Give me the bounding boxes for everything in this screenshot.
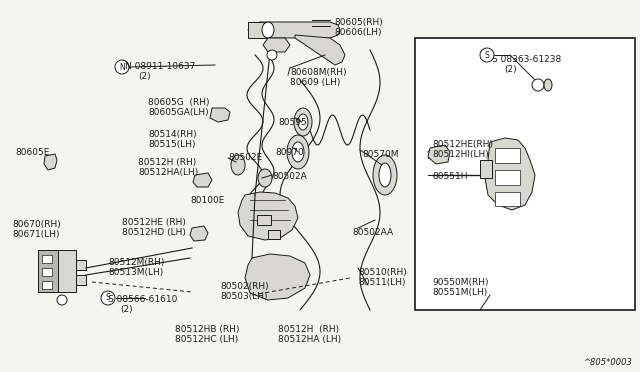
Bar	[42, 268, 52, 276]
Circle shape	[267, 50, 277, 60]
Ellipse shape	[231, 155, 245, 175]
Circle shape	[57, 295, 67, 305]
Text: 80512M(RH): 80512M(RH)	[108, 258, 164, 267]
Text: 80511(LH): 80511(LH)	[358, 278, 406, 287]
Text: 80551M(LH): 80551M(LH)	[432, 288, 487, 297]
Ellipse shape	[287, 135, 309, 169]
Text: 80512HB (RH): 80512HB (RH)	[175, 325, 239, 334]
Text: S 08566-61610: S 08566-61610	[108, 295, 177, 304]
Bar	[495, 148, 520, 163]
Text: 80502A: 80502A	[272, 172, 307, 181]
Bar	[38, 250, 58, 292]
Circle shape	[101, 291, 115, 305]
Ellipse shape	[298, 114, 308, 130]
Text: (2): (2)	[504, 65, 516, 74]
Text: 80512HD (LH): 80512HD (LH)	[122, 228, 186, 237]
Text: 80606(LH): 80606(LH)	[334, 28, 381, 37]
Ellipse shape	[258, 169, 272, 187]
Text: N: N	[119, 62, 125, 71]
Ellipse shape	[262, 22, 274, 38]
Polygon shape	[245, 254, 310, 300]
Text: 80513M(LH): 80513M(LH)	[108, 268, 163, 277]
Text: 80503(LH): 80503(LH)	[220, 292, 268, 301]
Text: 80605(RH): 80605(RH)	[334, 18, 383, 27]
Text: 80502(RH): 80502(RH)	[220, 282, 269, 291]
Text: N 08911-10637: N 08911-10637	[125, 62, 195, 71]
Polygon shape	[248, 22, 340, 38]
Text: 80512HE (RH): 80512HE (RH)	[122, 218, 186, 227]
Text: S: S	[484, 51, 490, 60]
Bar	[42, 255, 52, 263]
Text: 80510(RH): 80510(RH)	[358, 268, 407, 277]
Polygon shape	[210, 108, 230, 122]
Text: 80512HI(LH): 80512HI(LH)	[432, 150, 489, 159]
Text: 80100E: 80100E	[190, 196, 225, 205]
Polygon shape	[263, 38, 290, 52]
Circle shape	[115, 60, 129, 74]
Text: S: S	[106, 294, 110, 302]
Ellipse shape	[294, 108, 312, 136]
Polygon shape	[44, 154, 57, 170]
Polygon shape	[428, 145, 450, 164]
Circle shape	[480, 48, 494, 62]
Polygon shape	[193, 173, 212, 187]
Text: 80670(RH): 80670(RH)	[12, 220, 61, 229]
Text: 80512HA(LH): 80512HA(LH)	[138, 168, 198, 177]
Text: 80605G  (RH): 80605G (RH)	[148, 98, 209, 107]
Bar	[76, 275, 86, 285]
Text: 80515(LH): 80515(LH)	[148, 140, 195, 149]
Circle shape	[532, 79, 544, 91]
Bar	[480, 160, 492, 178]
Text: 80502AA: 80502AA	[352, 228, 393, 237]
Text: 80605E: 80605E	[15, 148, 49, 157]
Text: 80570M: 80570M	[362, 150, 399, 159]
Bar	[42, 281, 52, 289]
Polygon shape	[485, 138, 535, 210]
Text: (2): (2)	[138, 72, 150, 81]
Text: 80970: 80970	[275, 148, 304, 157]
Text: 80551H: 80551H	[432, 172, 467, 181]
Text: 80512HE(RH): 80512HE(RH)	[432, 140, 493, 149]
Text: 80671(LH): 80671(LH)	[12, 230, 60, 239]
Text: (2): (2)	[120, 305, 132, 314]
Bar	[257, 215, 271, 225]
Polygon shape	[238, 192, 298, 240]
Ellipse shape	[373, 155, 397, 195]
Text: 90550M(RH): 90550M(RH)	[432, 278, 488, 287]
Text: 80608M(RH): 80608M(RH)	[290, 68, 346, 77]
Text: 80512H (RH): 80512H (RH)	[138, 158, 196, 167]
Bar	[415, 38, 635, 310]
Polygon shape	[190, 226, 208, 241]
Bar	[76, 260, 86, 270]
Text: 80512HC (LH): 80512HC (LH)	[175, 335, 238, 344]
Text: 80605GA(LH): 80605GA(LH)	[148, 108, 209, 117]
Text: 80609 (LH): 80609 (LH)	[290, 78, 340, 87]
Text: 80595: 80595	[278, 118, 307, 127]
Text: 80512HA (LH): 80512HA (LH)	[278, 335, 341, 344]
Bar	[248, 22, 268, 38]
Ellipse shape	[292, 142, 304, 162]
Text: 80514(RH): 80514(RH)	[148, 130, 196, 139]
Ellipse shape	[379, 163, 391, 187]
Ellipse shape	[544, 79, 552, 91]
Text: 80502E: 80502E	[228, 153, 262, 162]
Text: S 08363-61238: S 08363-61238	[492, 55, 561, 64]
Bar	[495, 170, 520, 185]
Text: 80512H  (RH): 80512H (RH)	[278, 325, 339, 334]
Bar	[38, 250, 76, 292]
Bar	[268, 230, 280, 239]
Polygon shape	[295, 35, 345, 65]
Text: ^805*0003: ^805*0003	[583, 358, 632, 367]
Bar	[495, 192, 520, 206]
